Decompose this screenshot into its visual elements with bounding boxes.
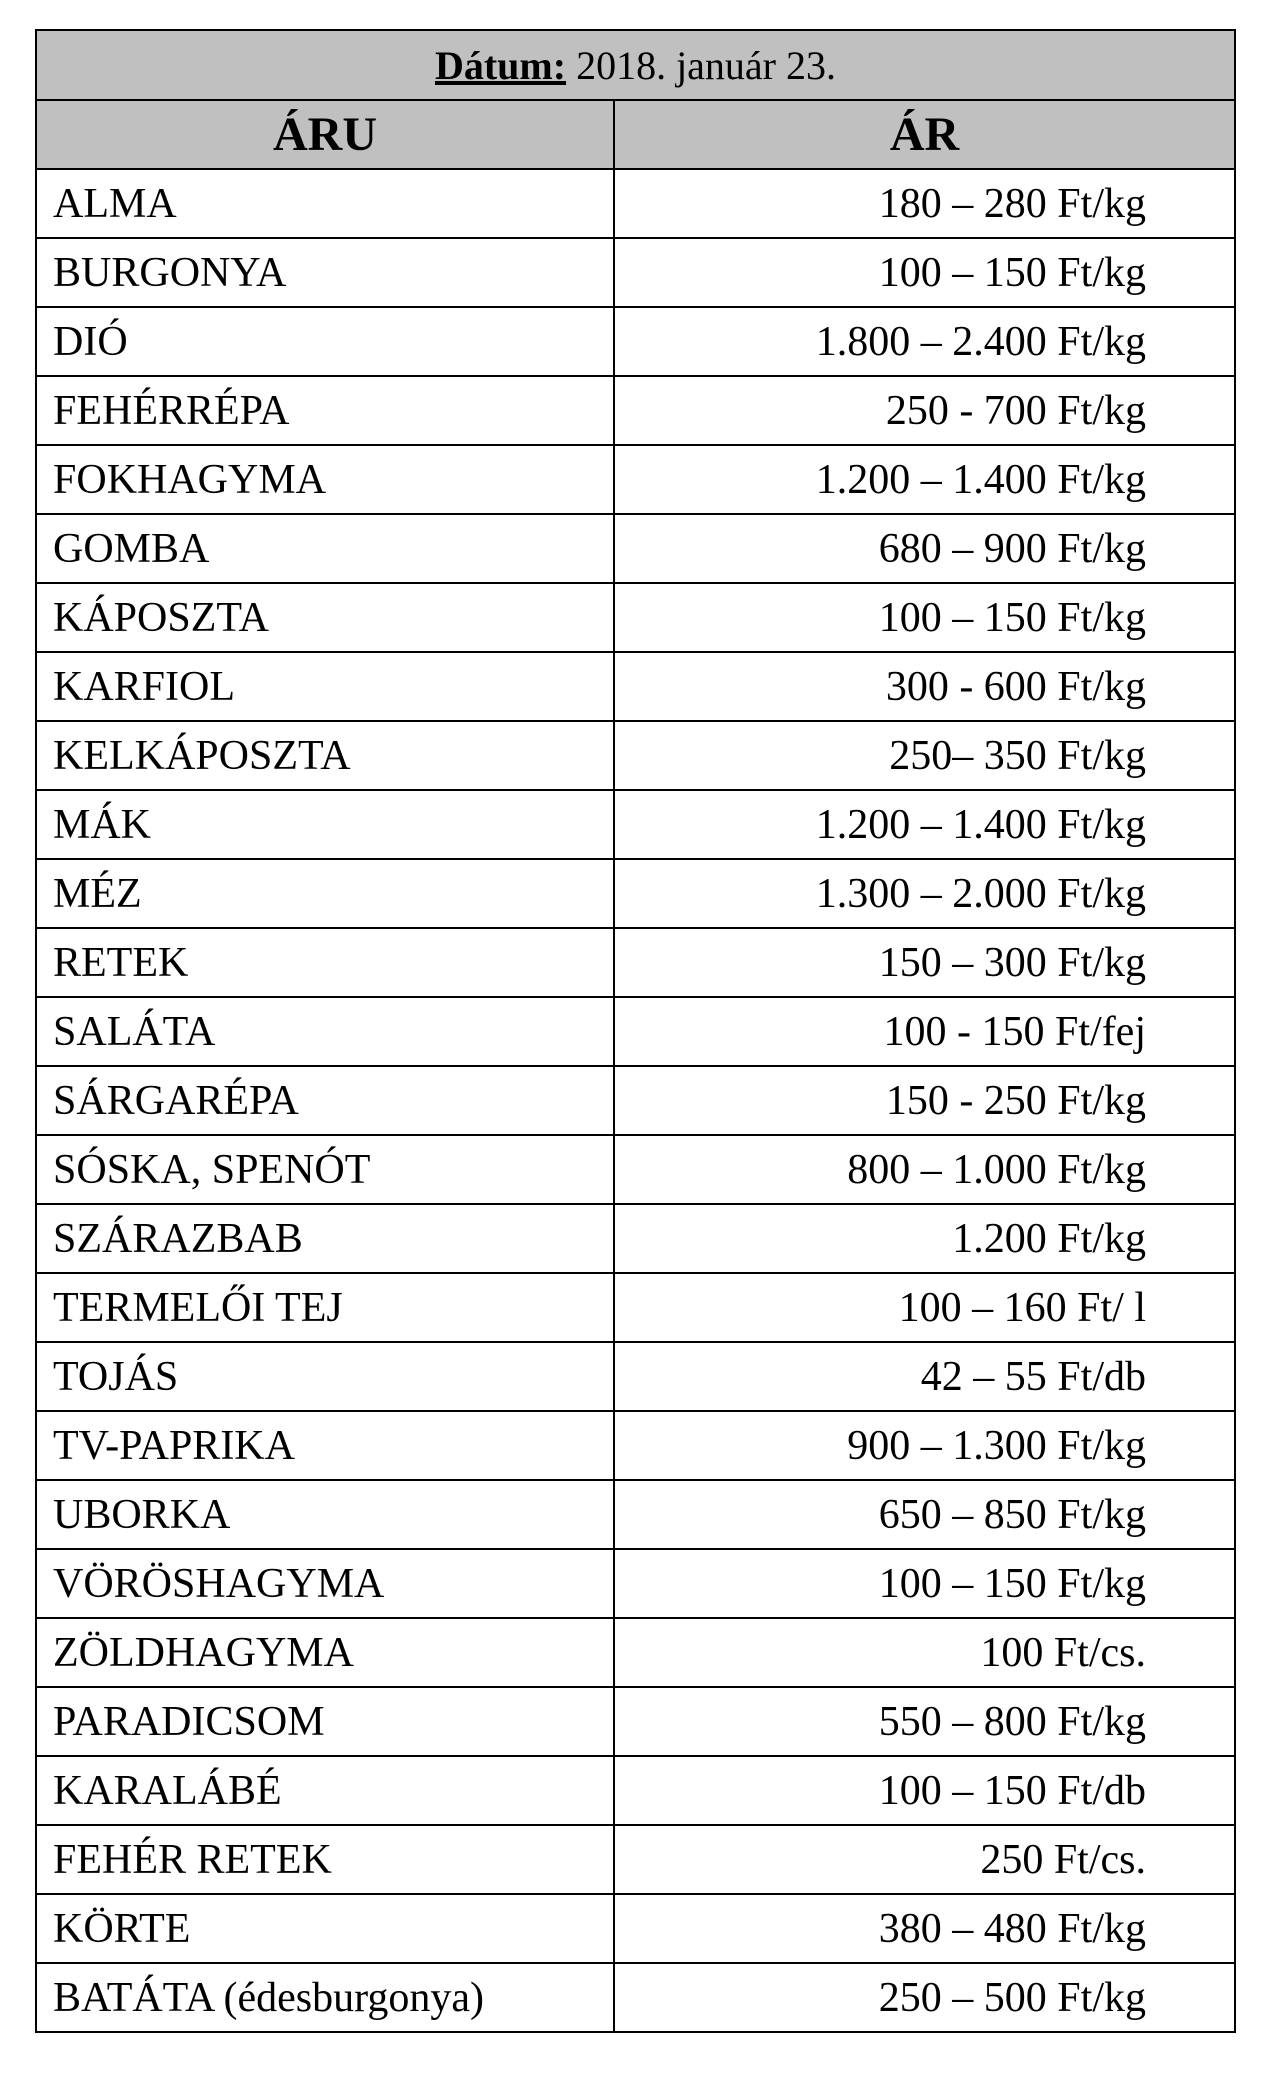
table-row: TOJÁS 42 – 55 Ft/db bbox=[35, 1341, 1236, 1412]
product-price: 550 – 800 Ft/kg bbox=[613, 1686, 1236, 1757]
product-price: 1.800 – 2.400 Ft/kg bbox=[613, 306, 1236, 377]
table-row: PARADICSOM 550 – 800 Ft/kg bbox=[35, 1686, 1236, 1757]
table-row: KARALÁBÉ 100 – 150 Ft/db bbox=[35, 1755, 1236, 1826]
column-header-price: ÁR bbox=[613, 99, 1236, 170]
product-name: TERMELŐI TEJ bbox=[35, 1272, 615, 1343]
product-name: KARALÁBÉ bbox=[35, 1755, 615, 1826]
product-name: BATÁTA (édesburgonya) bbox=[35, 1962, 615, 2033]
table-row: FEHÉR RETEK 250 Ft/cs. bbox=[35, 1824, 1236, 1895]
table-row: SALÁTA 100 - 150 Ft/fej bbox=[35, 996, 1236, 1067]
product-price: 150 – 300 Ft/kg bbox=[613, 927, 1236, 998]
product-name: ZÖLDHAGYMA bbox=[35, 1617, 615, 1688]
table-row: TERMELŐI TEJ 100 – 160 Ft/ l bbox=[35, 1272, 1236, 1343]
product-price: 180 – 280 Ft/kg bbox=[613, 168, 1236, 239]
product-price: 680 – 900 Ft/kg bbox=[613, 513, 1236, 584]
product-name: SALÁTA bbox=[35, 996, 615, 1067]
table-row: VÖRÖSHAGYMA 100 – 150 Ft/kg bbox=[35, 1548, 1236, 1619]
table-row: SZÁRAZBAB 1.200 Ft/kg bbox=[35, 1203, 1236, 1274]
table-row: KÁPOSZTA 100 – 150 Ft/kg bbox=[35, 582, 1236, 653]
product-price: 1.200 Ft/kg bbox=[613, 1203, 1236, 1274]
product-name: SÓSKA, SPENÓT bbox=[35, 1134, 615, 1205]
product-price: 100 Ft/cs. bbox=[613, 1617, 1236, 1688]
product-price: 250 - 700 Ft/kg bbox=[613, 375, 1236, 446]
table-row: KÖRTE 380 – 480 Ft/kg bbox=[35, 1893, 1236, 1964]
table-row: GOMBA 680 – 900 Ft/kg bbox=[35, 513, 1236, 584]
product-price: 100 - 150 Ft/fej bbox=[613, 996, 1236, 1067]
price-table: Dátum: 2018. január 23. ÁRU ÁR ALMA 180 –… bbox=[35, 29, 1236, 2033]
product-name: TV-PAPRIKA bbox=[35, 1410, 615, 1481]
product-price: 1.200 – 1.400 Ft/kg bbox=[613, 789, 1236, 860]
product-price: 300 - 600 Ft/kg bbox=[613, 651, 1236, 722]
product-name: TOJÁS bbox=[35, 1341, 615, 1412]
date-label: Dátum: bbox=[434, 42, 567, 88]
product-price: 100 – 160 Ft/ l bbox=[613, 1272, 1236, 1343]
product-name: VÖRÖSHAGYMA bbox=[35, 1548, 615, 1619]
table-row: DIÓ 1.800 – 2.400 Ft/kg bbox=[35, 306, 1236, 377]
product-name: UBORKA bbox=[35, 1479, 615, 1550]
product-price: 380 – 480 Ft/kg bbox=[613, 1893, 1236, 1964]
table-row: UBORKA 650 – 850 Ft/kg bbox=[35, 1479, 1236, 1550]
product-name: RETEK bbox=[35, 927, 615, 998]
product-name: GOMBA bbox=[35, 513, 615, 584]
product-price: 650 – 850 Ft/kg bbox=[613, 1479, 1236, 1550]
product-price: 900 – 1.300 Ft/kg bbox=[613, 1410, 1236, 1481]
product-name: SZÁRAZBAB bbox=[35, 1203, 615, 1274]
product-price: 800 – 1.000 Ft/kg bbox=[613, 1134, 1236, 1205]
table-row: MÉZ 1.300 – 2.000 Ft/kg bbox=[35, 858, 1236, 929]
product-name: FEHÉR RETEK bbox=[35, 1824, 615, 1895]
column-header-product: ÁRU bbox=[35, 99, 615, 170]
date-cell: Dátum: 2018. január 23. bbox=[35, 29, 1236, 101]
product-price: 250 Ft/cs. bbox=[613, 1824, 1236, 1895]
product-price: 42 – 55 Ft/db bbox=[613, 1341, 1236, 1412]
product-name: FOKHAGYMA bbox=[35, 444, 615, 515]
product-name: KÖRTE bbox=[35, 1893, 615, 1964]
product-name: SÁRGARÉPA bbox=[35, 1065, 615, 1136]
product-price: 100 – 150 Ft/kg bbox=[613, 237, 1236, 308]
product-name: MÁK bbox=[35, 789, 615, 860]
product-name: KELKÁPOSZTA bbox=[35, 720, 615, 791]
table-row: MÁK 1.200 – 1.400 Ft/kg bbox=[35, 789, 1236, 860]
table-row: FOKHAGYMA 1.200 – 1.400 Ft/kg bbox=[35, 444, 1236, 515]
table-row: SÁRGARÉPA 150 - 250 Ft/kg bbox=[35, 1065, 1236, 1136]
table-row: BURGONYA 100 – 150 Ft/kg bbox=[35, 237, 1236, 308]
product-name: KÁPOSZTA bbox=[35, 582, 615, 653]
product-price: 150 - 250 Ft/kg bbox=[613, 1065, 1236, 1136]
product-name: BURGONYA bbox=[35, 237, 615, 308]
table-row: ALMA 180 – 280 Ft/kg bbox=[35, 168, 1236, 239]
product-name: FEHÉRRÉPA bbox=[35, 375, 615, 446]
product-name: DIÓ bbox=[35, 306, 615, 377]
product-price: 250– 350 Ft/kg bbox=[613, 720, 1236, 791]
table-row: KELKÁPOSZTA 250– 350 Ft/kg bbox=[35, 720, 1236, 791]
table-row: ZÖLDHAGYMA 100 Ft/cs. bbox=[35, 1617, 1236, 1688]
table-row: SÓSKA, SPENÓT 800 – 1.000 Ft/kg bbox=[35, 1134, 1236, 1205]
date-value: 2018. január 23. bbox=[576, 42, 837, 88]
product-price: 100 – 150 Ft/kg bbox=[613, 582, 1236, 653]
product-price: 250 – 500 Ft/kg bbox=[613, 1962, 1236, 2033]
table-row: RETEK 150 – 300 Ft/kg bbox=[35, 927, 1236, 998]
product-name: MÉZ bbox=[35, 858, 615, 929]
product-name: PARADICSOM bbox=[35, 1686, 615, 1757]
table-row: KARFIOL 300 - 600 Ft/kg bbox=[35, 651, 1236, 722]
product-price: 100 – 150 Ft/kg bbox=[613, 1548, 1236, 1619]
product-price: 1.200 – 1.400 Ft/kg bbox=[613, 444, 1236, 515]
header-row: ÁRU ÁR bbox=[35, 99, 1236, 170]
table-row: FEHÉRRÉPA 250 - 700 Ft/kg bbox=[35, 375, 1236, 446]
date-row: Dátum: 2018. január 23. bbox=[35, 29, 1236, 101]
product-price: 100 – 150 Ft/db bbox=[613, 1755, 1236, 1826]
product-name: ALMA bbox=[35, 168, 615, 239]
table-row: BATÁTA (édesburgonya) 250 – 500 Ft/kg bbox=[35, 1962, 1236, 2033]
product-price: 1.300 – 2.000 Ft/kg bbox=[613, 858, 1236, 929]
product-name: KARFIOL bbox=[35, 651, 615, 722]
table-row: TV-PAPRIKA 900 – 1.300 Ft/kg bbox=[35, 1410, 1236, 1481]
